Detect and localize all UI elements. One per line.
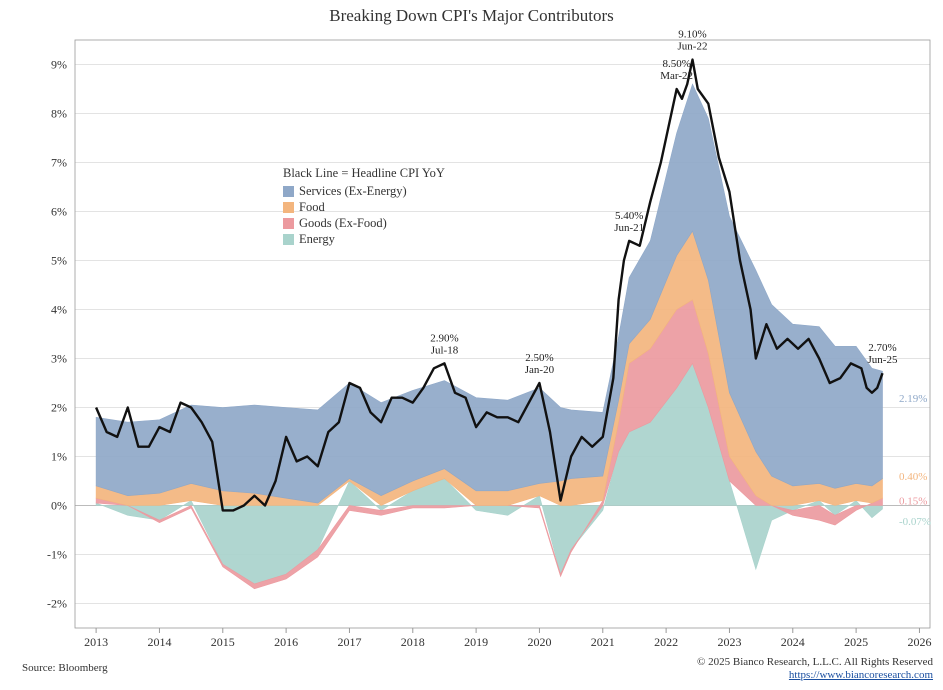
y-tick-label: -2% (47, 597, 67, 611)
legend-swatch-energy (283, 233, 294, 245)
y-tick-label: -1% (47, 548, 67, 562)
plot-frame (74, 39, 931, 629)
x-tick-label: 2021 (591, 635, 615, 649)
annotation-value: 5.40% (615, 210, 643, 222)
legend-note: Black Line = Headline CPI YoY (283, 166, 445, 180)
y-tick-label: 5% (51, 254, 67, 268)
legend-swatch-goods (283, 217, 294, 229)
legend-label-services: Services (Ex-Energy) (299, 183, 407, 198)
legend-item-food: Food (283, 199, 445, 215)
y-tick-label: 0% (51, 499, 67, 513)
legend: Black Line = Headline CPI YoY Services (… (283, 166, 445, 247)
y-tick-label: 2% (51, 401, 67, 415)
area-goods-ex-food (95, 299, 883, 590)
x-tick-label: 2020 (527, 635, 551, 649)
chart-title: Breaking Down CPI's Major Contributors (329, 6, 614, 25)
end-label: -0.07% (899, 516, 931, 528)
annotation-value: 2.70% (868, 342, 896, 354)
end-label: 0.15% (899, 496, 927, 508)
y-tick-label: 8% (51, 107, 67, 121)
annotation-value: 8.50% (662, 58, 690, 70)
x-tick-label: 2017 (337, 635, 361, 649)
legend-label-goods: Goods (Ex-Food) (299, 215, 387, 230)
y-tick-label: 9% (51, 58, 67, 72)
copyright-text: © 2025 Bianco Research, L.L.C. All Right… (697, 656, 933, 668)
x-tick-label: 2018 (401, 635, 425, 649)
annotation-value: 2.90% (430, 332, 458, 344)
y-tick-label: 7% (51, 156, 67, 170)
legend-item-services: Services (Ex-Energy) (283, 183, 445, 199)
y-tick-label: 3% (51, 352, 67, 366)
headline-cpi-line (95, 58, 884, 512)
legend-label-energy: Energy (299, 231, 335, 246)
annotation-date: Jun-25 (868, 354, 898, 366)
y-tick-label: 6% (51, 205, 67, 219)
x-tick-label: 2014 (147, 635, 171, 649)
legend-swatch-food (283, 201, 294, 213)
annotation-value: 9.10% (678, 29, 706, 41)
copyright-block: © 2025 Bianco Research, L.L.C. All Right… (697, 656, 933, 682)
y-tick-label: 1% (51, 450, 67, 464)
annotation-date: Mar-22 (660, 70, 693, 82)
x-tick-label: 2025 (844, 635, 868, 649)
x-tick-label: 2026 (907, 635, 931, 649)
legend-item-goods: Goods (Ex-Food) (283, 215, 445, 231)
end-label: 0.40% (899, 471, 927, 483)
annotation-date: Jul-18 (431, 344, 459, 356)
legend-swatch-services (283, 185, 294, 197)
annotation-value: 2.50% (525, 352, 553, 364)
x-tick-label: 2024 (781, 635, 805, 649)
x-tick-label: 2022 (654, 635, 678, 649)
annotation-date: Jan-20 (525, 364, 555, 376)
website-link[interactable]: https://www.biancoresearch.com (788, 669, 933, 681)
legend-item-energy: Energy (283, 231, 445, 247)
x-tick-label: 2023 (717, 635, 741, 649)
area-services-ex-energy (95, 83, 883, 504)
end-label: 2.19% (899, 393, 927, 405)
x-tick-label: 2016 (274, 635, 298, 649)
source-note: Source: Bloomberg (22, 662, 108, 674)
legend-label-food: Food (299, 199, 325, 214)
annotation-date: Jun-21 (614, 222, 644, 234)
annotation-date: Jun-22 (678, 41, 708, 53)
y-tick-label: 4% (51, 303, 67, 317)
x-tick-label: 2019 (464, 635, 488, 649)
x-tick-label: 2013 (84, 635, 108, 649)
x-tick-label: 2015 (211, 635, 235, 649)
